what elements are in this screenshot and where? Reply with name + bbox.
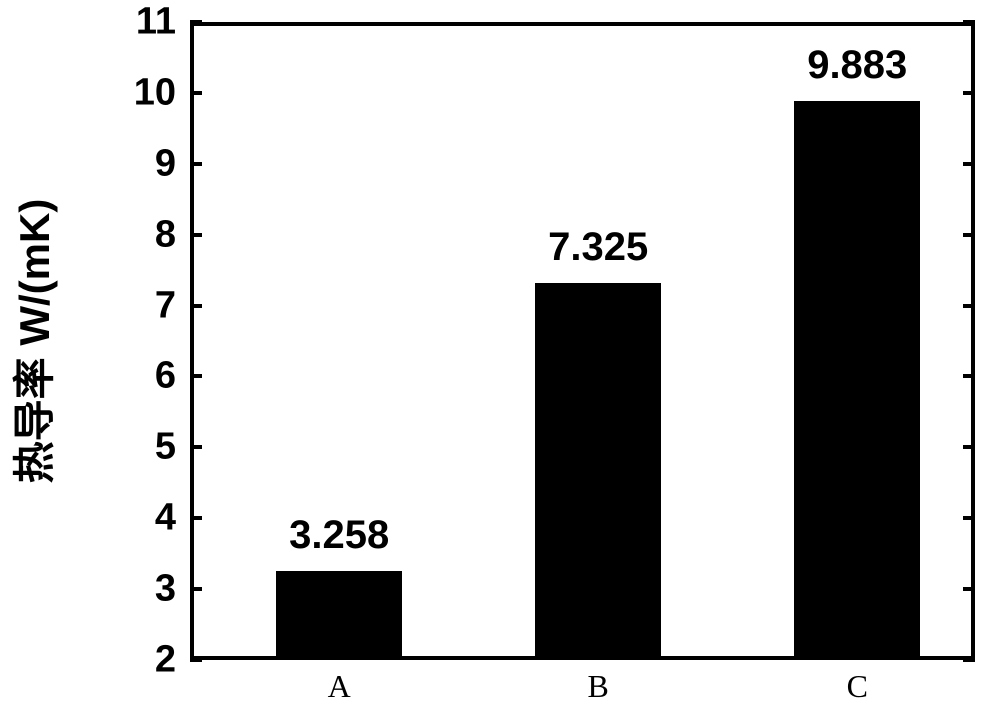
y-tick-mark — [190, 304, 202, 308]
y-tick-mark — [963, 304, 975, 308]
y-tick-mark — [190, 162, 202, 166]
y-tick-label: 6 — [155, 355, 176, 398]
y-tick-mark — [190, 20, 202, 24]
y-tick-label: 10 — [134, 71, 176, 114]
y-tick-mark — [190, 658, 202, 662]
y-tick-mark — [190, 374, 202, 378]
y-tick-label: 3 — [155, 568, 176, 611]
y-tick-mark — [963, 658, 975, 662]
y-tick-label: 9 — [155, 142, 176, 185]
y-tick-label: 5 — [155, 426, 176, 469]
y-tick-mark — [963, 445, 975, 449]
y-tick-label: 8 — [155, 213, 176, 256]
y-tick-mark — [190, 587, 202, 591]
y-tick-mark — [963, 162, 975, 166]
y-axis-label: 热导率 W/(mK) — [14, 22, 56, 660]
x-tick-label: C — [847, 668, 868, 705]
bar — [794, 101, 920, 660]
bar-value-label: 7.325 — [548, 225, 648, 270]
y-tick-mark — [190, 233, 202, 237]
y-tick-mark — [963, 91, 975, 95]
x-tick-label: A — [328, 668, 351, 705]
bar — [535, 283, 661, 660]
y-tick-mark — [190, 516, 202, 520]
bar-value-label: 3.258 — [289, 513, 389, 558]
y-tick-label: 4 — [155, 497, 176, 540]
y-tick-mark — [963, 20, 975, 24]
y-tick-label: 11 — [136, 1, 176, 44]
y-tick-label: 2 — [155, 639, 176, 682]
y-tick-mark — [963, 374, 975, 378]
bar-value-label: 9.883 — [807, 43, 907, 88]
y-tick-mark — [190, 445, 202, 449]
y-tick-label: 7 — [155, 284, 176, 327]
y-tick-mark — [963, 587, 975, 591]
y-tick-mark — [190, 91, 202, 95]
y-tick-mark — [963, 516, 975, 520]
bar-chart: 热导率 W/(mK) 2 3 4 5 6 7 8 9 10 11 3.258 A 7.325 B 9.883… — [0, 0, 1000, 713]
y-tick-mark — [963, 233, 975, 237]
x-tick-label: B — [588, 668, 609, 705]
bar — [276, 571, 402, 660]
